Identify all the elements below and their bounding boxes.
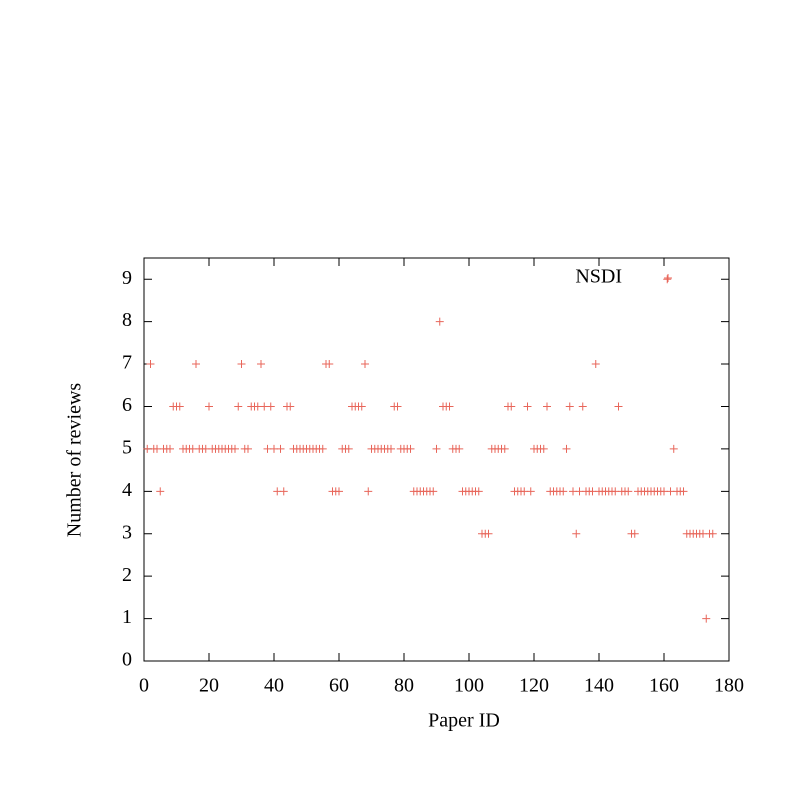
point <box>432 444 441 453</box>
point <box>318 444 327 453</box>
point <box>286 402 295 411</box>
x-tick-label: 100 <box>454 675 484 697</box>
point <box>630 529 639 538</box>
x-tick-label: 80 <box>394 675 414 697</box>
x-tick-label: 160 <box>649 675 679 697</box>
y-tick-label: 5 <box>122 436 132 458</box>
point <box>663 275 672 284</box>
y-tick-label: 2 <box>122 564 132 586</box>
point <box>523 402 532 411</box>
x-tick-label: 140 <box>584 675 614 697</box>
point <box>559 487 568 496</box>
point <box>361 360 369 369</box>
point <box>484 529 493 538</box>
point <box>244 444 252 453</box>
y-tick-label: 6 <box>122 394 132 416</box>
point <box>679 487 688 496</box>
point <box>669 444 678 453</box>
point <box>393 402 402 411</box>
y-tick-label: 7 <box>122 352 132 374</box>
x-tick-label: 120 <box>519 675 549 697</box>
point <box>455 444 464 453</box>
point <box>146 360 155 369</box>
point <box>474 487 483 496</box>
point <box>572 529 581 538</box>
x-tick-label: 60 <box>329 675 349 697</box>
point <box>335 487 343 496</box>
point <box>234 402 243 411</box>
point <box>364 487 373 496</box>
y-tick-label: 4 <box>122 479 132 501</box>
point <box>539 444 548 453</box>
point <box>357 402 366 411</box>
y-tick-label: 0 <box>122 649 132 671</box>
legend-label: NSDI <box>575 266 622 288</box>
point <box>344 444 353 453</box>
point <box>543 402 551 411</box>
x-axis-title: Paper ID <box>428 710 500 732</box>
point <box>624 487 633 496</box>
point <box>429 487 438 496</box>
x-tick-label: 20 <box>199 675 219 697</box>
point <box>708 529 717 538</box>
point <box>231 444 239 453</box>
point <box>578 402 587 411</box>
point <box>614 402 623 411</box>
point <box>156 487 165 496</box>
point <box>237 360 246 369</box>
point <box>192 360 200 369</box>
point <box>526 487 535 496</box>
point <box>562 444 571 453</box>
point <box>325 360 334 369</box>
point <box>445 402 454 411</box>
y-axis-title: Number of reviews <box>64 383 86 538</box>
point <box>205 402 213 411</box>
y-tick-label: 8 <box>122 309 132 331</box>
y-tick-label: 3 <box>122 521 132 543</box>
point <box>702 614 711 623</box>
x-tick-label: 0 <box>139 675 149 697</box>
plot-frame <box>143 257 730 662</box>
legend-sample <box>664 274 672 282</box>
point <box>276 444 285 453</box>
y-tick-label: 9 <box>122 267 132 289</box>
point <box>565 402 574 411</box>
point <box>435 317 444 326</box>
point <box>175 402 184 411</box>
point <box>406 444 415 453</box>
point <box>266 402 275 411</box>
point <box>507 402 516 411</box>
point <box>591 360 600 369</box>
point <box>257 360 265 369</box>
point <box>166 444 174 453</box>
x-tick-label: 40 <box>264 675 284 697</box>
point <box>387 444 395 453</box>
point <box>279 487 288 496</box>
y-tick-label: 1 <box>122 606 132 628</box>
point <box>500 444 509 453</box>
x-tick-label: 180 <box>714 675 744 697</box>
